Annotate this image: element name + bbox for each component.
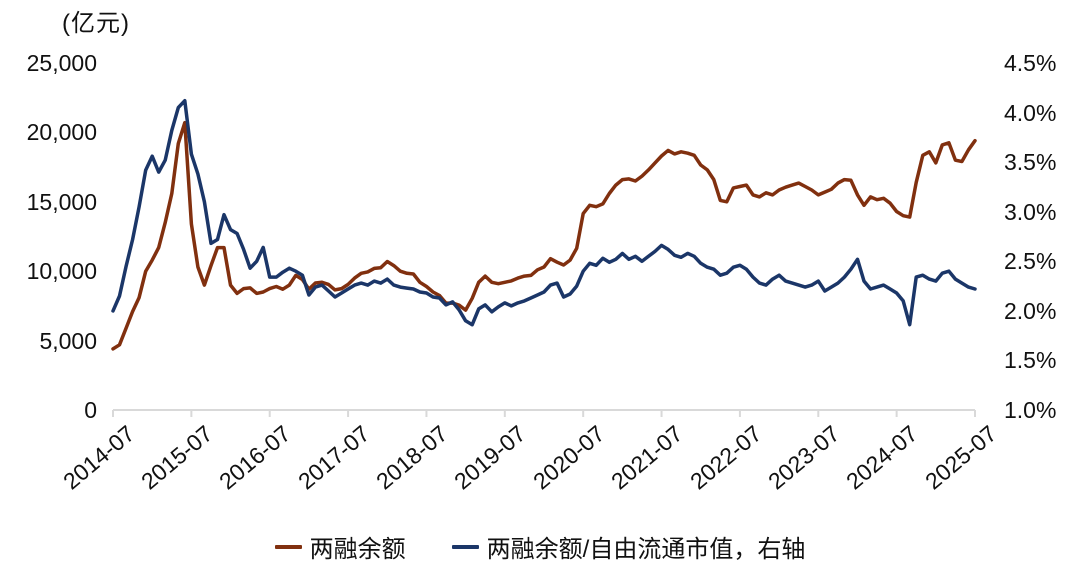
y2-axis-tick-label: 3.0% [1004,198,1057,225]
y2-axis-tick-label: 1.0% [1004,397,1057,423]
y2-axis-tick-label: 3.5% [1004,149,1057,176]
axis-unit-label: (亿元) [62,10,130,37]
y2-axis-tick-label: 2.0% [1004,297,1057,324]
y2-axis-tick-label: 2.5% [1004,248,1057,275]
y-axis-tick-label: 15,000 [26,188,97,215]
y2-axis-tick-label: 4.0% [1004,99,1057,126]
y-axis-tick-label: 0 [84,397,97,423]
legend-label-margin-ratio: 两融余额/自由流通市值，右轴 [486,536,806,563]
y-axis-tick-label: 20,000 [26,119,97,146]
legend-swatch-margin-balance [274,544,302,549]
legend-label-margin-balance: 两融余额 [309,536,406,563]
legend-swatch-margin-ratio [451,544,479,549]
y-axis-tick-label: 25,000 [26,50,97,76]
y2-axis-tick-label: 1.5% [1004,347,1057,374]
legend-item-margin-ratio: 两融余额/自由流通市值，右轴 [451,529,806,564]
y-axis-tick-label: 5,000 [39,327,97,354]
x-axis-ticks [112,410,976,417]
legend: 两融余额 两融余额/自由流通市值，右轴 [0,529,1080,564]
y2-axis-tick-label: 4.5% [1004,50,1057,76]
series-line-margin-balance [111,120,977,351]
legend-item-margin-balance: 两融余额 [274,529,406,564]
series-line-margin-ratio [111,98,977,327]
y-axis-tick-label: 10,000 [26,258,97,285]
